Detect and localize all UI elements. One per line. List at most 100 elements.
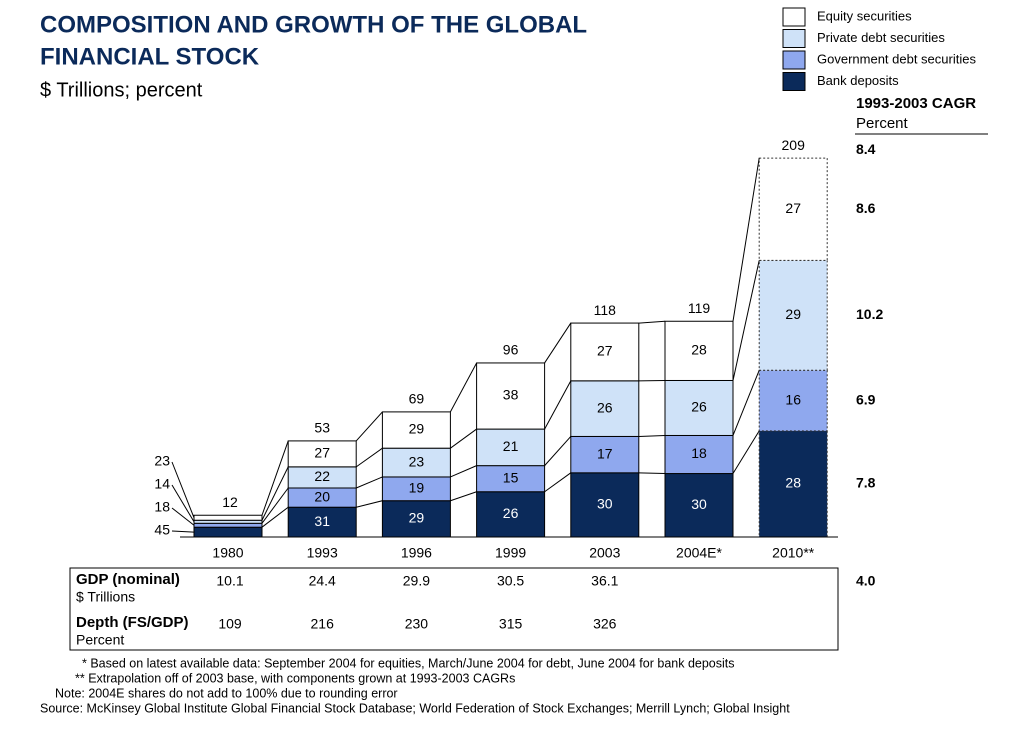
table-value: 30.5 — [497, 573, 524, 589]
segment-label: 26 — [691, 399, 707, 415]
bar-segment — [193, 522, 263, 528]
bar-segment — [570, 435, 640, 474]
x-tick-label: 1980 — [212, 545, 243, 561]
connector — [544, 472, 572, 493]
connector — [732, 370, 760, 436]
segment-label: 29 — [409, 421, 425, 437]
footnote: * Based on latest available data: Septem… — [82, 656, 735, 670]
total-label: 119 — [688, 300, 711, 316]
share-label: 23 — [154, 453, 170, 469]
x-tick-label: 2003 — [589, 545, 620, 561]
bar-segment — [570, 322, 640, 382]
total-label: 12 — [222, 494, 238, 510]
segment-label: 30 — [691, 496, 707, 512]
segment-label: 27 — [597, 343, 613, 359]
share-label: 18 — [154, 499, 170, 515]
bar-segment — [664, 473, 734, 538]
leader-line — [171, 461, 195, 518]
segment-label: 31 — [314, 513, 330, 529]
bar-segment — [193, 526, 263, 538]
cagr-value: 4.0 — [856, 573, 876, 589]
total-label: 69 — [409, 391, 425, 407]
bar-segment — [476, 362, 546, 430]
x-tick-label: 2004E* — [676, 545, 722, 561]
connector — [261, 466, 289, 521]
bar-segment — [476, 491, 546, 538]
connector — [356, 476, 383, 489]
total-label: 209 — [782, 137, 806, 153]
bar-segment — [758, 157, 828, 261]
connector — [355, 411, 383, 442]
segment-label: 17 — [597, 445, 613, 461]
connector — [638, 472, 666, 475]
table-value: 326 — [593, 616, 617, 632]
leader-line — [171, 530, 195, 533]
row-label: GDP (nominal) — [76, 571, 180, 588]
connector — [732, 430, 760, 474]
footnote: Note: 2004E shares do not add to 100% du… — [55, 686, 398, 700]
table-value: 36.1 — [591, 573, 618, 589]
segment-label: 28 — [691, 342, 707, 358]
footnote: Source: McKinsey Global Institute Global… — [40, 701, 790, 715]
bar-segment — [758, 259, 828, 371]
legend-label: Bank deposits — [817, 73, 899, 88]
connector — [732, 260, 760, 381]
connector — [450, 491, 477, 502]
table-frame — [69, 567, 839, 651]
table-value: 24.4 — [309, 573, 336, 589]
connector — [544, 380, 572, 430]
segment-label: 27 — [314, 445, 330, 461]
legend-swatch — [782, 29, 806, 48]
chart-title: COMPOSITION AND GROWTH OF THE GLOBAL — [40, 11, 587, 38]
bar-segment — [381, 447, 451, 478]
bar-segment — [570, 472, 640, 538]
footnote: ** Extrapolation off of 2003 base, with … — [75, 671, 515, 685]
table-value: 29.9 — [403, 573, 430, 589]
cagr-value: 7.8 — [856, 475, 876, 491]
table-value: 216 — [311, 616, 335, 632]
cagr-value: 6.9 — [856, 391, 876, 407]
legend-swatch — [782, 7, 806, 27]
legend-swatch — [782, 50, 806, 70]
legend-label: Government debt securities — [817, 51, 976, 66]
connector — [638, 434, 666, 437]
bar-segment — [664, 320, 734, 381]
bar-segment — [287, 440, 357, 468]
bar-segment — [381, 411, 451, 449]
total-label: 118 — [594, 302, 617, 318]
bar-segment — [476, 428, 546, 467]
total-label: 53 — [314, 420, 330, 436]
legend-label: Private debt securities — [817, 30, 945, 45]
segment-label: 38 — [503, 387, 519, 403]
segment-label: 22 — [314, 468, 330, 484]
legend-swatch — [782, 72, 806, 91]
segment-label: 18 — [691, 445, 707, 461]
cagr-value: 10.2 — [856, 306, 883, 322]
connector — [261, 440, 289, 516]
segment-label: 23 — [409, 453, 425, 469]
bar-segment — [664, 434, 734, 475]
segment-label: 29 — [409, 510, 425, 526]
connector — [449, 362, 478, 413]
x-tick-label: 1993 — [307, 545, 338, 561]
bar-segment — [193, 514, 263, 521]
row-label: Depth (FS/GDP) — [76, 614, 189, 631]
x-tick-label: 2010** — [772, 545, 815, 561]
share-label: 45 — [154, 522, 170, 538]
total-label: 96 — [503, 342, 519, 358]
row-unit: $ Trillions — [76, 589, 135, 605]
cagr-title: 1993-2003 CAGR — [856, 95, 976, 112]
segment-label: 29 — [785, 306, 801, 322]
x-tick-label: 1996 — [401, 545, 432, 561]
cagr-value: 8.6 — [856, 200, 876, 216]
connector — [544, 436, 572, 466]
connector — [638, 320, 666, 324]
connector — [356, 500, 383, 508]
table-value: 315 — [499, 616, 523, 632]
cagr-unit: Percent — [856, 115, 909, 132]
segment-label: 26 — [503, 505, 519, 521]
chart-title: FINANCIAL STOCK — [40, 43, 260, 70]
connector — [261, 506, 289, 528]
connector — [261, 487, 289, 524]
